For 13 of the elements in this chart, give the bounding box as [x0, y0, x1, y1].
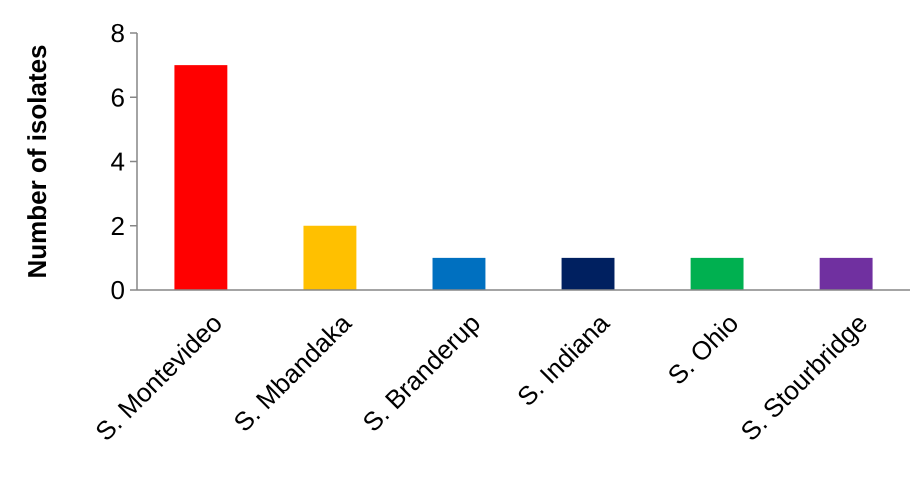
y-axis-title: Number of isolates	[22, 44, 52, 279]
y-tick-label: 0	[110, 275, 125, 306]
bar	[562, 258, 614, 290]
x-tick-label: S. Ohio	[662, 308, 744, 390]
bar	[174, 65, 228, 290]
bar	[303, 226, 356, 290]
y-tick-label: 6	[110, 82, 125, 112]
y-tick-label: 4	[110, 146, 125, 177]
y-tick-label: 8	[110, 18, 125, 48]
bar	[690, 258, 744, 290]
y-tick-label: 2	[110, 210, 125, 241]
bar	[820, 258, 873, 290]
bar	[432, 258, 486, 290]
